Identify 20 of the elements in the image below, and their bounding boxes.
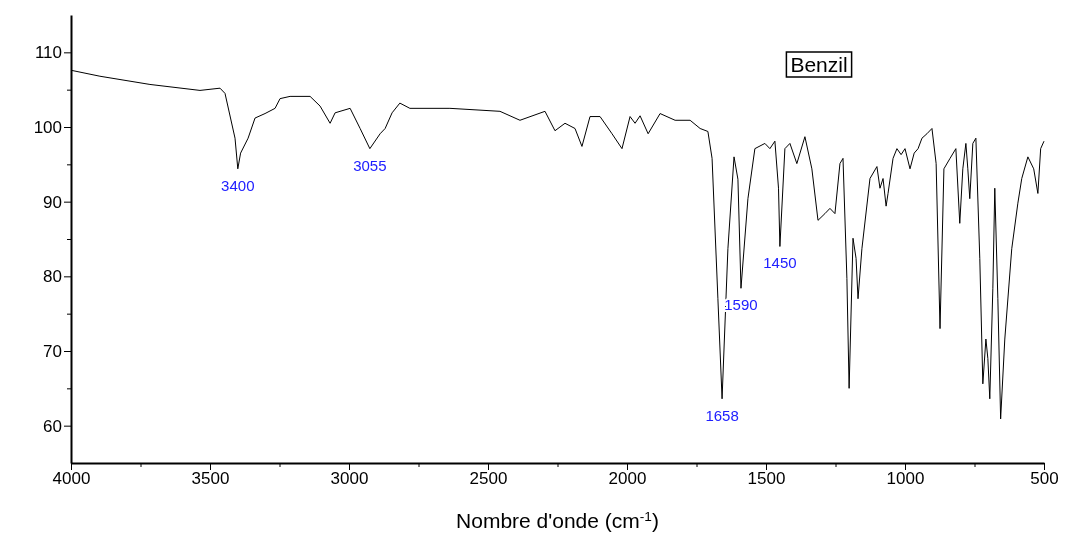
y-tick-label: 100 [33, 117, 62, 137]
x-tick-label: 4000 [52, 469, 91, 489]
y-tick-label: 80 [43, 267, 62, 287]
x-tick-label: 2500 [469, 469, 508, 489]
y-tick-label: 60 [43, 416, 62, 436]
x-tick-label: 1500 [747, 469, 786, 489]
x-tick-label: 1000 [886, 469, 925, 489]
x-tick-label: 3000 [330, 469, 369, 489]
y-tick-label: 90 [43, 192, 62, 212]
annotation: 1450 [763, 254, 797, 272]
x-tick-label: 500 [1030, 469, 1059, 489]
x-tick-label: 3500 [191, 469, 230, 489]
annotation: 3055 [353, 156, 387, 174]
x-axis-title: Nombre d'onde (cm$^{-1}$) [456, 508, 659, 532]
x-tick-label: 2000 [608, 469, 647, 489]
annotation: Benzil [790, 53, 848, 76]
y-tick-label: 110 [34, 43, 62, 63]
y-tick-label: 70 [43, 341, 62, 361]
annotation: 3400 [221, 176, 255, 194]
annotation: 1658 [705, 406, 739, 424]
